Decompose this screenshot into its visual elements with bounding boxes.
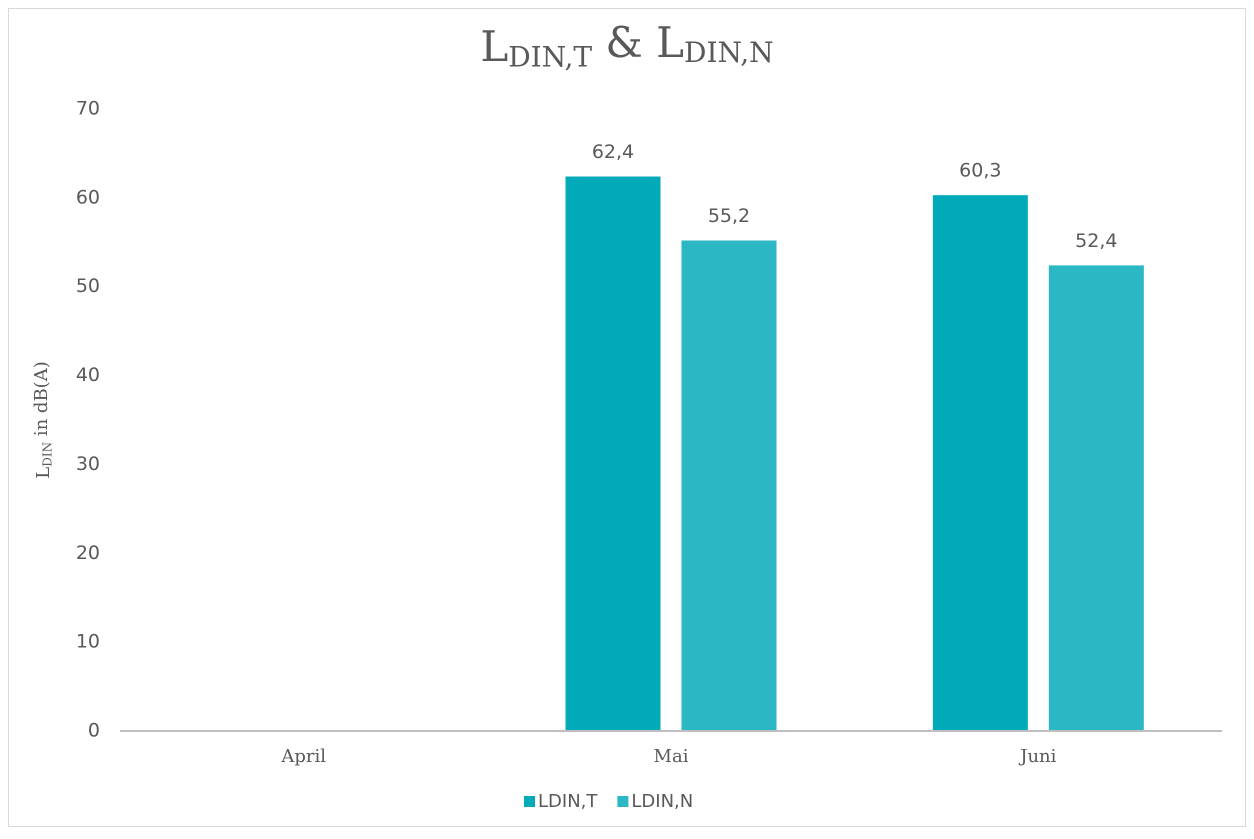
legend-label: LDIN,T [538, 791, 598, 812]
bar [1048, 265, 1144, 731]
y-axis-label: LDIN in dB(A) [31, 361, 54, 478]
data-label: 52,4 [1075, 230, 1117, 252]
data-label: 62,4 [592, 141, 634, 163]
bar [565, 176, 661, 731]
bar [681, 240, 777, 731]
text-run: DIN,N [684, 36, 774, 69]
text-run: DIN [40, 442, 54, 467]
legend-label: LDIN,N [631, 791, 693, 812]
legend-swatch [617, 796, 629, 807]
data-label: 55,2 [708, 205, 750, 227]
y-tick-label: 50 [76, 275, 100, 297]
y-tick-label: 0 [88, 720, 100, 742]
text-run: & [592, 18, 656, 67]
text-run: L [656, 18, 684, 67]
y-tick-label: 10 [76, 631, 100, 653]
y-tick-label: 30 [76, 453, 100, 475]
legend-swatch [524, 796, 535, 807]
x-tick-label: Juni [1018, 746, 1056, 767]
y-tick-label: 40 [76, 364, 100, 386]
y-tick-label: 20 [76, 542, 100, 564]
data-label: 60,3 [959, 160, 1001, 182]
text-run: in dB(A) [31, 361, 52, 442]
text-run: L [33, 467, 54, 479]
y-tick-label: 60 [76, 186, 100, 208]
x-tick-label: April [280, 746, 326, 767]
x-tick-label: Mai [654, 746, 689, 767]
chart-title: LDIN,T & LDIN,N [480, 18, 773, 73]
text-run: L [480, 22, 508, 71]
bar [932, 195, 1028, 732]
text-run: DIN,T [508, 40, 592, 73]
y-tick-label: 70 [76, 98, 100, 120]
